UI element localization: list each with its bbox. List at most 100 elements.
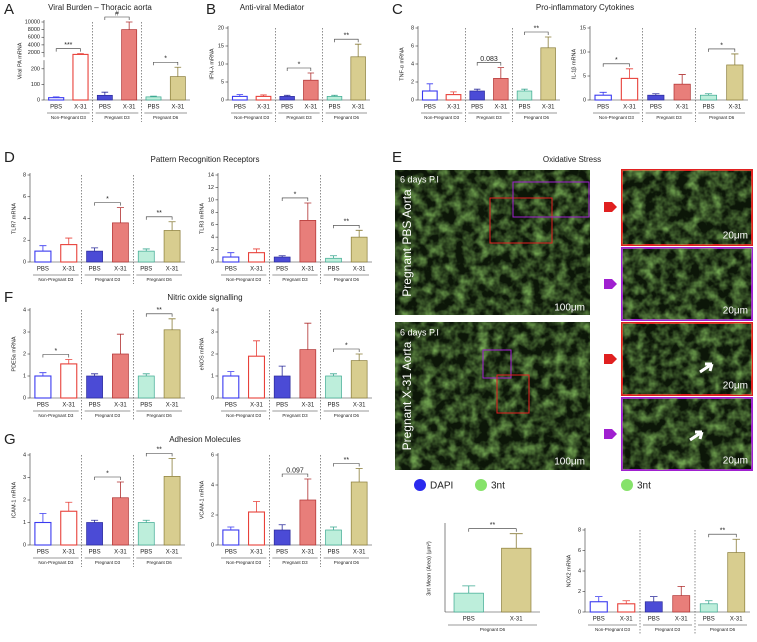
x-tick-label: PBS: [518, 105, 530, 111]
x-tick-label: X-31: [304, 105, 317, 111]
x-tick-label: PBS: [225, 267, 237, 273]
panel-letter: B: [206, 1, 216, 18]
x-tick-label: X-31: [301, 267, 314, 273]
bar: [247, 355, 266, 399]
y-axis-label: PDE5a mRNA: [11, 336, 17, 371]
error-bar: [278, 365, 286, 376]
y-tick-label: 2: [211, 512, 214, 518]
error-bar: [355, 468, 363, 482]
group-label: Pregnant D6: [334, 560, 360, 565]
significance-label: **: [720, 528, 726, 535]
error-bar: [260, 94, 267, 97]
y-axis-label: TNF-α mRNA: [399, 47, 405, 81]
y-tick-label: 8: [411, 25, 414, 31]
y-tick-label: 4000: [28, 42, 40, 48]
x-tick-label: X-31: [166, 403, 179, 409]
panel-letter: F: [4, 289, 13, 306]
group-label: Pregnant D3: [104, 115, 130, 120]
group-label: Pregnant D3: [282, 413, 308, 418]
significance-label: ***: [64, 42, 72, 49]
x-tick-label: PBS: [89, 403, 101, 409]
y-tick-label: 10: [208, 197, 214, 203]
error-bar: [252, 248, 261, 253]
error-bar: [450, 91, 457, 95]
bar: [137, 522, 155, 546]
x-tick-label: PBS: [281, 105, 293, 111]
y-tick-label: 4: [211, 482, 214, 488]
y-tick-label: 0: [23, 395, 26, 401]
error-bar: [236, 94, 244, 97]
bar: [137, 250, 155, 263]
x-tick-label: PBS: [650, 105, 662, 111]
legend-label: 3nt: [491, 481, 505, 492]
legend-label: 3nt: [637, 481, 651, 492]
significance-bracket: [281, 197, 309, 201]
significance-label: *: [345, 342, 348, 349]
bar: [247, 252, 266, 263]
bar: [516, 90, 533, 101]
image-texture: [622, 323, 752, 395]
x-tick-label: X-31: [675, 617, 688, 623]
significance-label: **: [534, 25, 540, 32]
bar: [60, 363, 78, 399]
y-tick-label: 12: [208, 185, 214, 191]
error-bar: [622, 600, 631, 604]
significance-bracket: [524, 31, 549, 35]
error-bar: [227, 526, 235, 530]
x-tick-label: X-31: [353, 403, 366, 409]
group-label: Non-Pregnant D3: [38, 277, 74, 282]
group-label: Pregnant D3: [282, 277, 308, 282]
significance-bracket: [286, 67, 312, 71]
y-axis-label: TLR3 mRNA: [199, 203, 205, 235]
bar: [445, 94, 462, 101]
significance-label: *: [294, 191, 297, 198]
significance-bracket: [145, 313, 173, 317]
significance-label: *: [164, 56, 167, 63]
group-label: Pregnant D3: [286, 115, 312, 120]
y-tick-label: 8: [211, 210, 214, 216]
panel-title: Nitric oxide signalling: [167, 293, 242, 302]
group-label: Non-Pregnant D3: [226, 560, 262, 565]
panel-title: Anti-viral Mediator: [240, 3, 305, 12]
significance-bracket: [153, 61, 179, 66]
bar: [647, 94, 665, 101]
error-bar: [426, 83, 434, 91]
error-bar: [307, 72, 315, 81]
error-bar: [252, 340, 261, 357]
x-tick-label: PBS: [328, 105, 340, 111]
y-tick-label: 4: [211, 307, 214, 313]
group-label: Pregnant D6: [524, 115, 550, 120]
significance-label: **: [156, 307, 162, 314]
scale-bar-label: 100μm: [554, 303, 585, 314]
bar: [350, 236, 368, 263]
group-label: Pregnant D6: [147, 560, 173, 565]
y-tick-label: 8000: [28, 27, 40, 33]
error-bar: [142, 373, 150, 376]
significance-bracket: [333, 348, 360, 352]
bar: [273, 256, 291, 263]
significance-label: **: [156, 210, 162, 217]
y-tick-label: 3: [211, 329, 214, 335]
error-bar: [677, 585, 686, 596]
y-tick-label: 6: [211, 452, 214, 458]
error-bar: [462, 585, 476, 594]
legend-swatch: [414, 479, 426, 491]
x-tick-label: X-31: [250, 550, 263, 556]
y-tick-label: 0: [23, 542, 26, 548]
group-label: Non-Pregnant D3: [234, 115, 270, 120]
bar: [273, 375, 291, 399]
x-tick-label: PBS: [471, 105, 483, 111]
y-axis-label: IFN-λ mRNA: [209, 48, 215, 79]
y-tick-label: 4: [23, 216, 26, 222]
error-bar: [116, 481, 124, 498]
error-bar: [521, 88, 528, 91]
y-tick-label: 4: [23, 307, 26, 313]
error-bar: [509, 533, 523, 549]
group-label: Pregnant D6: [480, 627, 506, 632]
bar: [112, 497, 129, 546]
y-tick-label: 100: [31, 82, 40, 88]
significance-bracket: [468, 528, 517, 532]
x-tick-label: PBS: [37, 267, 49, 273]
y-tick-label: 15: [218, 43, 224, 49]
y-tick-label: 2: [23, 351, 26, 357]
